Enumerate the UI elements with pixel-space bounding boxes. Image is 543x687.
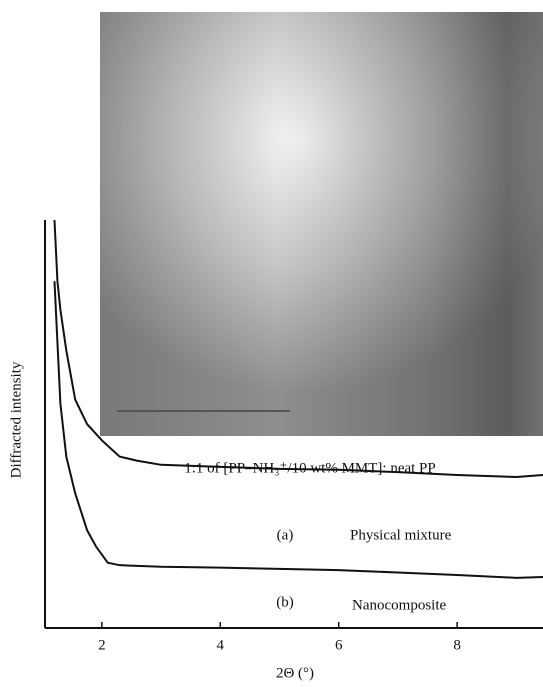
x-axis-label: 2Θ (°) xyxy=(276,665,314,681)
x-tick-label: 4 xyxy=(217,637,225,653)
data-line xyxy=(53,281,543,579)
series-label: (b) xyxy=(276,594,294,610)
tem-image xyxy=(100,12,543,436)
series-name: Nanocomposite xyxy=(352,597,446,613)
data-line xyxy=(53,219,543,479)
x-tick-label: 2 xyxy=(98,637,106,653)
x-tick-label: 8 xyxy=(453,637,461,653)
series-name: Physical mixture xyxy=(350,527,452,543)
annotation: 1:1 of [PP–NH₃⁺/10 wt% MMT]: neat PP xyxy=(184,460,435,476)
series-label: (a) xyxy=(277,527,294,543)
x-tick-label: 6 xyxy=(335,637,343,653)
y-axis-label: Diffracted intensity xyxy=(8,361,24,478)
plot-area: 2 4 6 8 xyxy=(44,219,543,653)
